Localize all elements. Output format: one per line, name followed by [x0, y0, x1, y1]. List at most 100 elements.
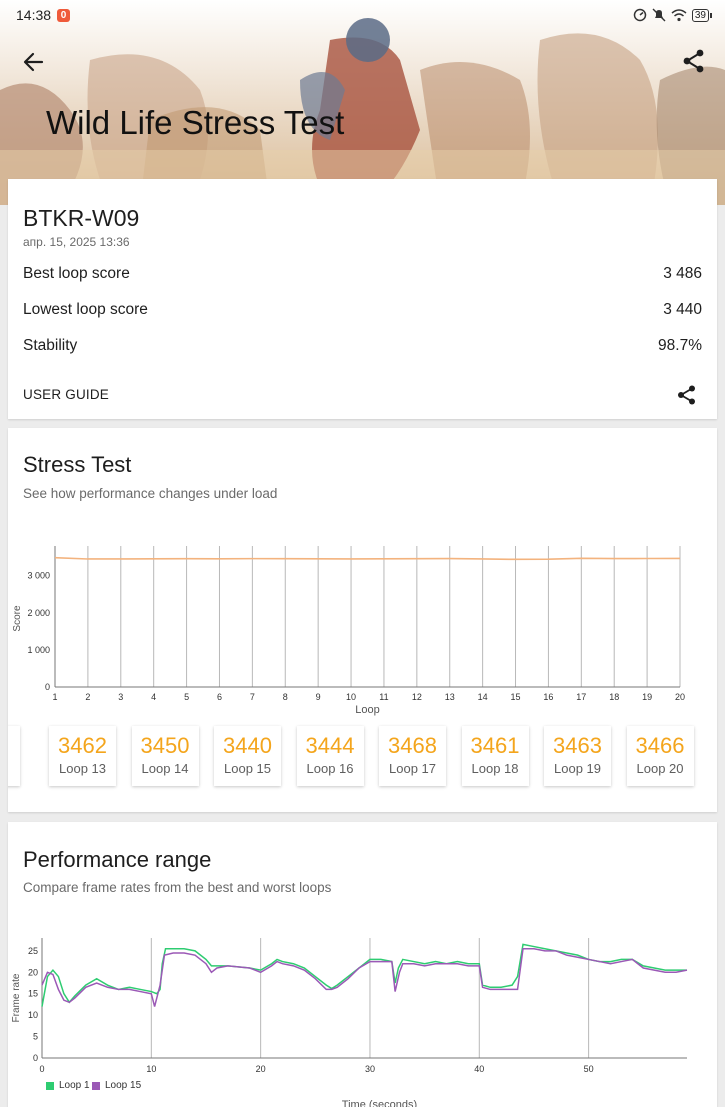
y-tick-label: 5: [33, 1032, 38, 1042]
score-series-line: [54, 556, 681, 561]
loop-score-label: Loop 13: [59, 761, 106, 776]
loop-score-value: 3466: [635, 733, 685, 758]
x-tick-label: 5: [184, 692, 189, 702]
x-tick-label: 8: [283, 692, 288, 702]
status-icons: 39: [633, 8, 713, 22]
mute-bell-icon: [652, 8, 666, 22]
loop-score-tile[interactable]: 3462 Loop 13: [49, 726, 116, 786]
legend-label-loop-15: Loop 15: [105, 1080, 142, 1091]
stress-test-subtitle: See how performance changes under load: [23, 486, 278, 501]
loop-score-label: Loop 16: [306, 761, 354, 776]
x-tick-label: 2: [85, 692, 90, 702]
loop-score-value: 3440: [223, 733, 272, 758]
legend-swatch-loop-1: [46, 1081, 54, 1090]
y-tick-label: 0: [33, 1053, 38, 1063]
loop-score-list[interactable]: 3462 Loop 13 3450 Loop 14 3440 Loop 15 3444 Loo…: [8, 724, 717, 792]
share-result-icon[interactable]: [676, 384, 698, 406]
y-tick-label: 3 000: [27, 571, 50, 581]
x-axis-label: Loop: [355, 704, 379, 716]
stress-test-title: Stress Test: [23, 452, 132, 477]
x-tick-label: 18: [609, 692, 619, 702]
performance-range-title: Performance range: [23, 847, 212, 872]
stability-label: Stability: [23, 337, 78, 354]
result-summary-card: BTKR-W09 апр. 15, 2025 13:36 Best loop s…: [8, 179, 717, 419]
loop-score-value: 3461: [470, 733, 520, 758]
notification-badge: 0: [57, 8, 71, 22]
loop-score-label: Loop 20: [636, 761, 684, 776]
stability-value: 98.7%: [658, 337, 702, 354]
stability-row: Stability 98.7%: [23, 337, 702, 355]
status-time: 14:38: [16, 7, 52, 23]
x-tick-label: 3: [118, 692, 123, 702]
y-tick-label: 10: [28, 1010, 38, 1020]
loop-score-tile[interactable]: 3466 Loop 20: [626, 726, 694, 786]
x-tick-label: 20: [256, 1064, 266, 1074]
loop-score-value: 3444: [305, 733, 355, 758]
x-tick-label: 17: [576, 692, 586, 702]
loop-score-label: Loop 14: [141, 761, 189, 776]
loop-score-value: 3450: [140, 733, 190, 758]
header-banner: 14:38 0 39 Wild Life Stress Test: [0, 0, 725, 205]
y-tick-label: 15: [28, 989, 38, 999]
battery-icon: 39: [691, 8, 713, 22]
loop-score-tile[interactable]: 3468 Loop 17: [379, 726, 446, 786]
wifi-icon: [671, 8, 687, 21]
loop-score-value: 3468: [388, 733, 437, 758]
legend-loop-15: Loop 15: [92, 1080, 141, 1091]
legend-label-loop-1: Loop 1: [59, 1080, 90, 1091]
x-tick-label: 9: [316, 692, 321, 702]
x-tick-label: 14: [478, 692, 488, 702]
loop-score-tile[interactable]: 3450 Loop 14: [131, 726, 199, 786]
lowest-loop-label: Lowest loop score: [23, 301, 148, 318]
back-arrow-icon[interactable]: [20, 48, 48, 76]
loop-score-label: Loop 17: [389, 761, 436, 776]
page-title: Wild Life Stress Test: [46, 104, 345, 141]
x-tick-label: 12: [412, 692, 422, 702]
y-axis-label: Score: [12, 605, 23, 632]
user-guide-link[interactable]: USER GUIDE: [23, 387, 110, 402]
x-tick-label: 10: [146, 1064, 156, 1074]
speedometer-icon: [633, 8, 647, 22]
lowest-loop-value: 3 440: [663, 301, 702, 318]
game-artwork-image: [0, 0, 725, 205]
frame-rate-chart: 0 10 20 30 40 50 0 5 10 15 20 25 Frame rate Time (sec…: [11, 938, 688, 1107]
x-tick-label: 30: [365, 1064, 375, 1074]
y-tick-label: 2 000: [27, 608, 50, 618]
x-tick-label: 20: [675, 692, 685, 702]
performance-range-subtitle: Compare frame rates from the best and wo…: [23, 880, 332, 895]
x-tick-label: 19: [642, 692, 652, 702]
loop-score-value: 3463: [553, 733, 602, 758]
lowest-loop-row: Lowest loop score 3 440: [23, 301, 702, 319]
loop-score-label: Loop 15: [224, 761, 271, 776]
loop-score-tile-partial[interactable]: [8, 726, 20, 786]
y-tick-label: 1 000: [27, 645, 50, 655]
best-loop-label: Best loop score: [23, 265, 130, 282]
performance-range-card: Performance range Compare frame rates fr…: [8, 822, 717, 1107]
x-tick-label: 50: [584, 1064, 594, 1074]
loop-score-tile[interactable]: 3440 Loop 15: [214, 726, 281, 786]
x-tick-label: 40: [474, 1064, 484, 1074]
status-bar: 14:38 0 39: [0, 0, 725, 30]
x-tick-label: 1: [52, 692, 57, 702]
loop-score-tile[interactable]: 3463 Loop 19: [544, 726, 611, 786]
share-icon[interactable]: [681, 48, 707, 74]
frame-rate-series-loop-1: [41, 943, 687, 1007]
device-name: BTKR-W09: [23, 205, 140, 231]
loop-score-label: Loop 18: [471, 761, 519, 776]
best-loop-row: Best loop score 3 486: [23, 265, 702, 283]
x-tick-label: 15: [511, 692, 521, 702]
best-loop-value: 3 486: [663, 265, 702, 282]
test-date: апр. 15, 2025 13:36: [23, 235, 130, 249]
x-axis-label: Time (seconds): [342, 1099, 417, 1107]
y-tick-label: 25: [28, 946, 38, 956]
x-tick-label: 0: [39, 1064, 44, 1074]
x-tick-label: 10: [346, 692, 356, 702]
y-tick-label: 0: [45, 682, 50, 692]
x-tick-label: 13: [445, 692, 455, 702]
x-tick-label: 16: [543, 692, 553, 702]
loop-score-value: 3462: [58, 733, 107, 758]
loop-score-tile[interactable]: 3461 Loop 18: [461, 726, 529, 786]
loop-score-label: Loop 19: [554, 761, 601, 776]
loop-score-tile[interactable]: 3444 Loop 16: [296, 726, 364, 786]
